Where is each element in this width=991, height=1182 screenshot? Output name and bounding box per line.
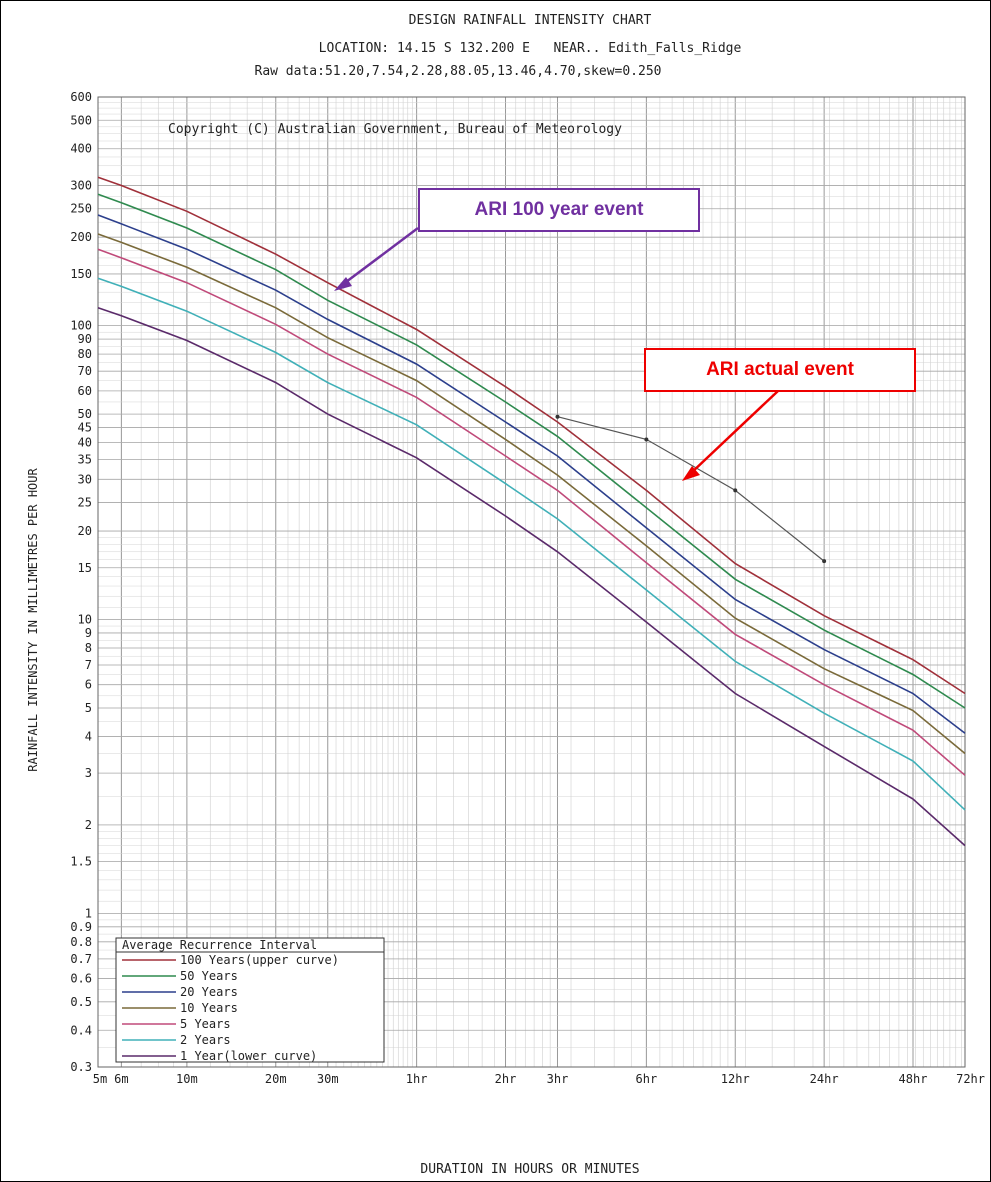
y-tick-label: 250: [70, 202, 92, 216]
y-tick-label: 150: [70, 267, 92, 281]
y-tick-label: 90: [78, 332, 92, 346]
x-tick-label: 12hr: [721, 1072, 750, 1086]
y-tick-label: 0.8: [70, 935, 92, 949]
callout-arrow-actual: [682, 390, 779, 481]
series-line: [97, 176, 966, 695]
copyright-text: Copyright (C) Australian Government, Bur…: [168, 122, 622, 137]
actual-event-point: [644, 437, 649, 442]
chart-subtitle: LOCATION: 14.15 S 132.200 E NEAR.. Edith…: [319, 41, 742, 56]
legend-item-label: 100 Years(upper curve): [180, 953, 339, 967]
y-tick-label: 2: [85, 818, 92, 832]
actual-event-point: [822, 559, 827, 564]
actual-event-point: [733, 488, 738, 493]
y-tick-label: 8: [85, 641, 92, 655]
plot-area-border: [97, 96, 966, 1068]
legend-item-label: 5 Years: [180, 1017, 231, 1031]
x-tick-label: 6m: [114, 1072, 128, 1086]
actual-event-point: [555, 414, 560, 419]
x-tick-label: 72hr: [956, 1072, 985, 1086]
y-tick-label: 35: [78, 453, 92, 467]
y-tick-label: 70: [78, 364, 92, 378]
x-tick-label: 2hr: [495, 1072, 517, 1086]
y-tick-label: 1.5: [70, 855, 92, 869]
x-tick-label: 10m: [176, 1072, 198, 1086]
y-tick-label: 40: [78, 436, 92, 450]
raw-data-text: Raw data:51.20,7.54,2.28,88.05,13.46,4.7…: [255, 64, 662, 79]
y-tick-label: 45: [78, 421, 92, 435]
series-line: [97, 248, 966, 776]
y-axis-label: RAINFALL INTENSITY IN MILLIMETRES PER HO…: [26, 468, 40, 772]
legend-item-label: 1 Year(lower curve): [180, 1049, 317, 1063]
y-tick-label: 1: [85, 906, 92, 920]
x-tick-label: 6hr: [636, 1072, 658, 1086]
legend-item-label: 10 Years: [180, 1001, 238, 1015]
legend-title: Average Recurrence Interval: [122, 938, 317, 952]
x-tick-labels: 5m 6m 10m 20m 30m 1hr 2hr 3hr 6hr 12hr 24hr 48hr 72h…: [93, 1072, 985, 1086]
callout-ari-100-year: ARI 100 year event: [418, 188, 700, 232]
series-line: [97, 277, 966, 811]
y-tick-label: 0.3: [70, 1060, 92, 1074]
x-tick-label: 20m: [265, 1072, 287, 1086]
y-tick-label: 3: [85, 766, 92, 780]
y-tick-label: 10: [78, 613, 92, 627]
y-tick-label: 20: [78, 524, 92, 538]
legend-item-label: 20 Years: [180, 985, 238, 999]
y-tick-label: 4: [85, 729, 92, 743]
legend-item-label: 50 Years: [180, 969, 238, 983]
chart-title: DESIGN RAINFALL INTENSITY CHART: [409, 13, 652, 28]
callout-ari-actual-text: ARI actual event: [706, 359, 854, 380]
callout-ari-actual: ARI actual event: [644, 348, 916, 392]
y-tick-label: 0.5: [70, 995, 92, 1009]
y-tick-labels: 6005004003002502001501009080706050454035…: [70, 90, 92, 1074]
actual-event-polyline: [557, 416, 825, 562]
y-tick-label: 600: [70, 90, 92, 104]
callout-ari-100-year-text: ARI 100 year event: [474, 199, 644, 220]
legend-box: [115, 937, 385, 1063]
x-tick-label: 30m: [317, 1072, 339, 1086]
y-tick-label: 5: [85, 701, 92, 715]
y-tick-label: 80: [78, 347, 92, 361]
series-line: [97, 214, 966, 734]
x-axis-label: DURATION IN HOURS OR MINUTES: [420, 1162, 639, 1177]
grid: [97, 96, 966, 1068]
y-tick-label: 50: [78, 407, 92, 421]
y-tick-label: 25: [78, 496, 92, 510]
y-tick-label: 9: [85, 626, 92, 640]
y-tick-label: 0.4: [70, 1023, 92, 1037]
series-lines: [97, 176, 966, 847]
x-tick-label: 24hr: [810, 1072, 839, 1086]
x-tick-label: 5m: [93, 1072, 107, 1086]
y-tick-label: 0.7: [70, 952, 92, 966]
legend-item-label: 2 Years: [180, 1033, 231, 1047]
y-tick-label: 100: [70, 319, 92, 333]
x-tick-label: 1hr: [406, 1072, 428, 1086]
y-tick-label: 7: [85, 658, 92, 672]
y-tick-label: 200: [70, 230, 92, 244]
y-tick-label: 15: [78, 561, 92, 575]
series-line: [97, 233, 966, 755]
legend-items: 100 Years(upper curve) 50 Years 20 Years 10…: [122, 953, 339, 1063]
y-tick-label: 60: [78, 384, 92, 398]
y-tick-label: 500: [70, 113, 92, 127]
series-line: [97, 307, 966, 847]
y-tick-label: 0.9: [70, 920, 92, 934]
y-tick-label: 30: [78, 472, 92, 486]
series-line: [97, 193, 966, 709]
legend: Average Recurrence Interval 100 Years(up…: [115, 937, 385, 1063]
callout-arrow-100yr: [334, 227, 419, 291]
y-tick-label: 400: [70, 142, 92, 156]
x-tick-label: 3hr: [547, 1072, 569, 1086]
y-tick-label: 300: [70, 178, 92, 192]
x-tick-label: 48hr: [899, 1072, 928, 1086]
actual-event-line: [555, 414, 827, 564]
y-tick-label: 0.6: [70, 972, 92, 986]
y-tick-label: 6: [85, 678, 92, 692]
